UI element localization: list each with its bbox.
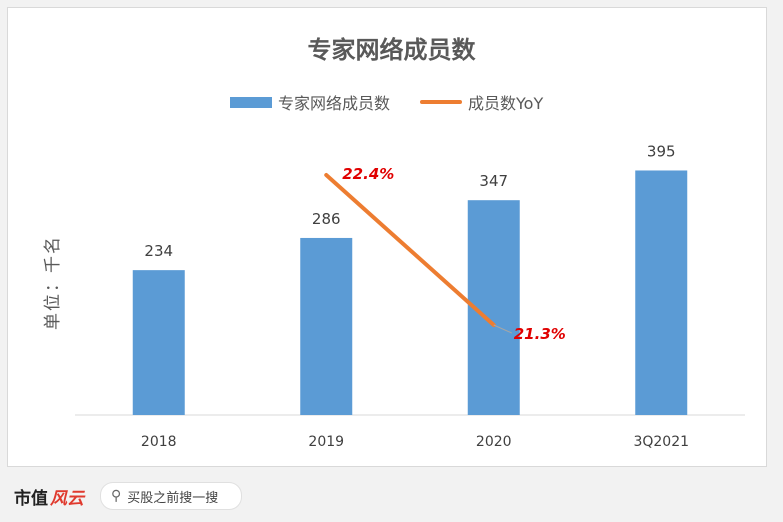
bar-value-label: 234 <box>144 242 173 260</box>
legend-label-bars: 专家网络成员数 <box>278 94 391 113</box>
x-tick-label: 2019 <box>308 434 344 450</box>
footer-bar: 市值 风云 ⚲ 买股之前搜一搜 <box>0 470 783 522</box>
bar-2019 <box>300 237 353 415</box>
chart-title: 专家网络成员数 <box>307 36 476 64</box>
bar-value-label: 286 <box>312 210 341 228</box>
logo-text: 市值 <box>14 489 48 509</box>
bar-3Q2021 <box>635 170 688 415</box>
bar-value-label: 347 <box>479 172 508 190</box>
legend-label-line: 成员数YoY <box>468 94 544 113</box>
yoy-data-label: 21.3% <box>514 325 566 343</box>
search-icon: ⚲ <box>111 488 122 504</box>
chart-legend: 专家网络成员数 成员数YoY <box>230 90 573 114</box>
legend-item-line: 成员数YoY <box>420 90 543 114</box>
search-button[interactable]: ⚲ 买股之前搜一搜 <box>100 482 242 510</box>
logo-accent: 风云 <box>50 489 84 509</box>
x-tick-label: 2020 <box>476 434 512 450</box>
bar-2018 <box>132 270 185 415</box>
yoy-line <box>324 173 496 327</box>
x-tick-label: 2018 <box>141 434 177 450</box>
bar-value-label: 395 <box>647 142 676 160</box>
yoy-data-label: 22.4% <box>342 165 394 183</box>
chart-plot: 234 2018 286 2019 347 2020 395 3Q2021 22.4% 21.3% <box>75 142 745 450</box>
site-logo[interactable]: 市值 风云 <box>14 484 84 509</box>
search-label: 买股之前搜一搜 <box>127 490 219 506</box>
legend-item-bars: 专家网络成员数 <box>230 90 390 114</box>
yoy-leader-line <box>493 324 512 334</box>
legend-swatch-bars <box>230 96 272 108</box>
legend-swatch-line <box>420 100 463 104</box>
x-tick-label: 3Q2021 <box>633 434 689 450</box>
